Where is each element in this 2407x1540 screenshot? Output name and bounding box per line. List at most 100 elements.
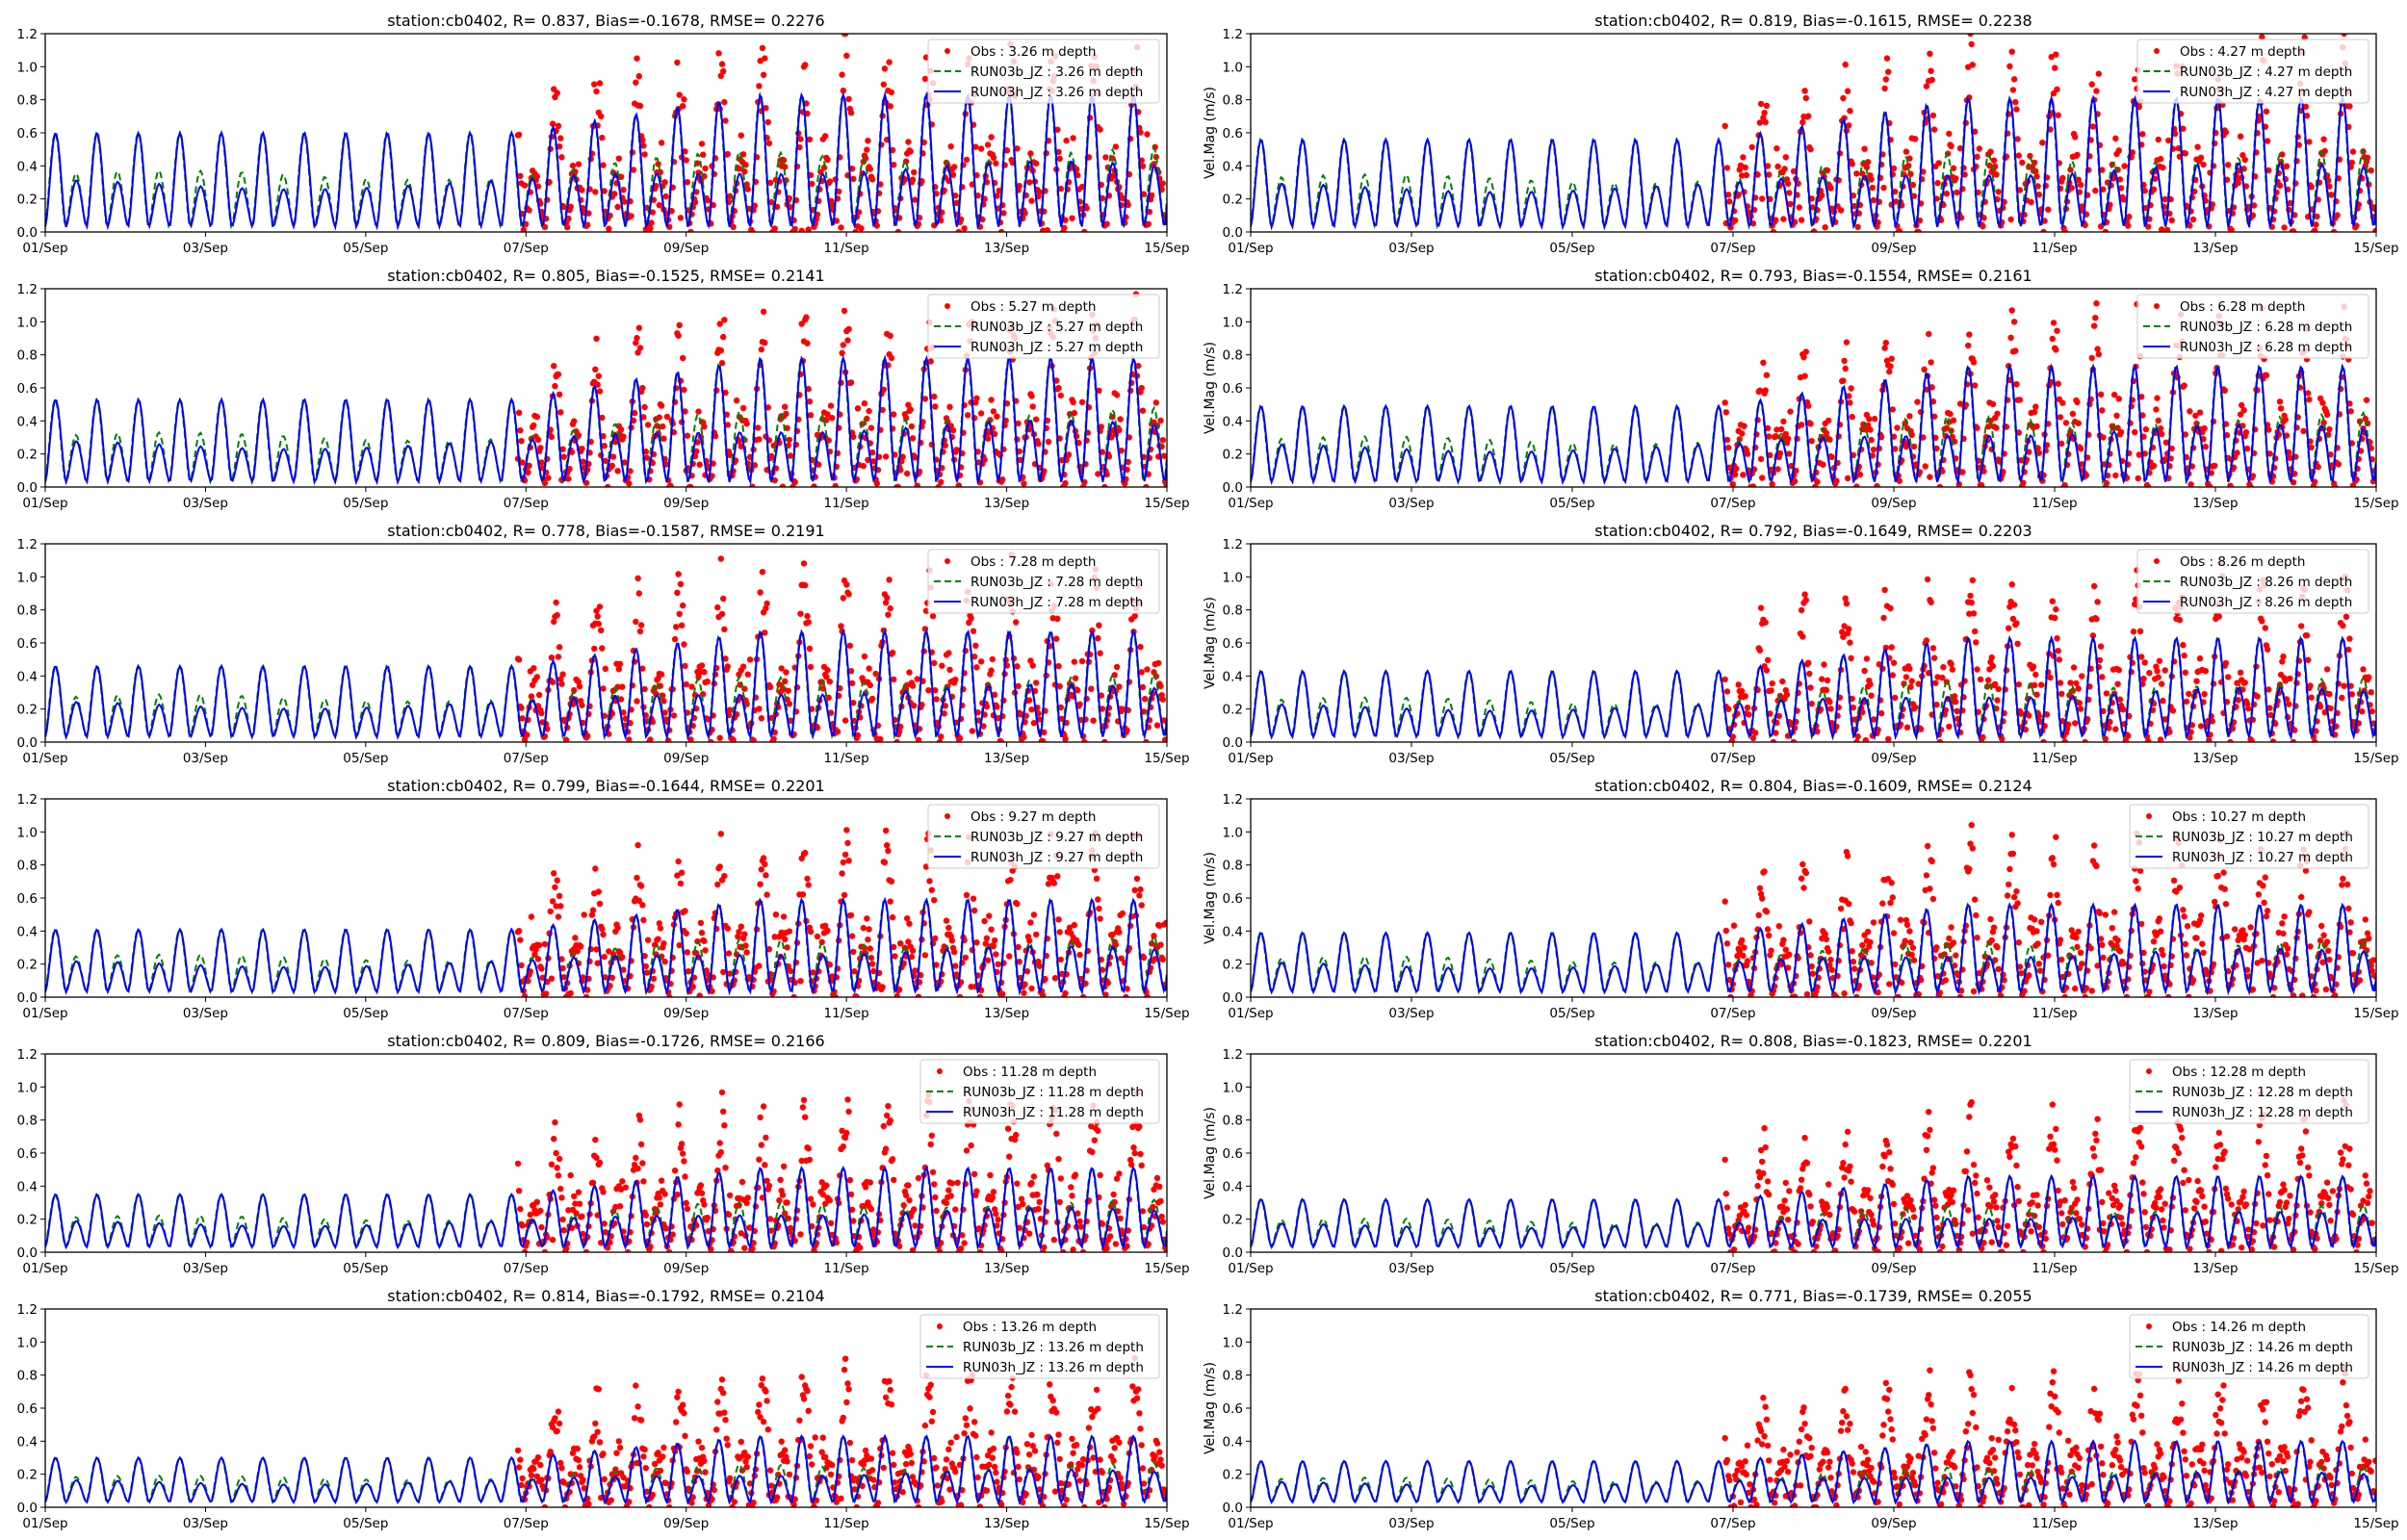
obs-point: [2303, 632, 2311, 639]
obs-point: [1163, 480, 1167, 487]
obs-point: [950, 164, 958, 170]
obs-point: [647, 225, 654, 232]
obs-point: [633, 340, 639, 346]
obs-point: [893, 992, 900, 997]
obs-point: [2150, 462, 2158, 470]
obs-point: [847, 379, 855, 386]
obs-point: [766, 683, 774, 690]
obs-point: [1826, 962, 1833, 969]
obs-point: [2126, 213, 2133, 220]
obs-point: [2125, 732, 2132, 739]
obs-point: [1893, 198, 1900, 205]
obs-point: [2026, 972, 2032, 979]
obs-point: [2368, 707, 2375, 715]
obs-point: [609, 453, 617, 460]
obs-point: [1827, 956, 1834, 963]
obs-point: [841, 34, 849, 38]
obs-point: [797, 136, 804, 142]
y-tick-label: 0.2: [1223, 192, 1243, 208]
obs-point: [648, 983, 655, 990]
obs-point: [1768, 947, 1774, 954]
obs-point: [515, 928, 523, 935]
obs-point: [554, 611, 560, 619]
obs-point: [1807, 421, 1814, 427]
obs-point: [2312, 738, 2318, 742]
obs-point: [1870, 919, 1877, 926]
obs-point: [894, 483, 902, 487]
obs-point: [560, 453, 567, 460]
obs-point: [2221, 886, 2228, 892]
obs-point: [2332, 483, 2339, 487]
obs-point: [844, 839, 851, 847]
obs-point: [1774, 466, 1781, 473]
obs-point: [2109, 925, 2115, 932]
obs-point: [1854, 733, 1861, 740]
y-tick-label: 0.6: [1223, 126, 1243, 141]
obs-point: [1914, 398, 1921, 405]
obs-point: [809, 180, 815, 188]
obs-point: [2281, 224, 2288, 231]
obs-point: [1144, 993, 1151, 997]
obs-point: [1966, 331, 1973, 338]
obs-point: [2312, 227, 2318, 232]
obs-point: [1022, 210, 1028, 217]
y-tick-label: 0.8: [1223, 348, 1243, 364]
obs-point: [640, 142, 647, 149]
obs-point: [571, 418, 578, 424]
obs-point: [760, 71, 767, 79]
obs-point: [1885, 68, 1892, 75]
obs-point: [2099, 674, 2106, 680]
obs-point: [592, 189, 599, 195]
obs-point: [1776, 449, 1784, 457]
obs-point: [2121, 163, 2128, 169]
obs-point: [757, 58, 764, 64]
obs-point: [552, 884, 558, 890]
obs-point: [840, 87, 846, 94]
obs-point: [2120, 960, 2127, 967]
obs-point: [2030, 663, 2037, 670]
obs-point: [637, 622, 645, 629]
obs-point: [724, 422, 731, 428]
obs-point: [2135, 475, 2141, 482]
obs-point: [1892, 694, 1899, 702]
obs-point: [2017, 710, 2025, 717]
obs-point: [921, 75, 929, 83]
obs-point: [600, 685, 607, 692]
legend-obs-marker: [945, 48, 950, 54]
obs-point: [538, 965, 545, 972]
obs-point: [850, 700, 857, 706]
obs-point: [1932, 680, 1939, 686]
obs-point: [787, 204, 794, 211]
y-tick-label: 0.0: [17, 735, 38, 751]
obs-point: [678, 869, 686, 876]
obs-point: [894, 228, 902, 232]
obs-point: [2342, 613, 2350, 620]
obs-point: [860, 462, 867, 470]
obs-point: [596, 900, 604, 908]
obs-point: [2052, 64, 2058, 71]
obs-point: [1908, 678, 1915, 684]
obs-point: [556, 391, 563, 398]
obs-point: [634, 349, 641, 356]
obs-point: [990, 942, 997, 950]
obs-point: [656, 202, 662, 209]
obs-point: [1968, 599, 1975, 606]
obs-point: [1909, 944, 1917, 951]
obs-point: [750, 737, 757, 742]
obs-point: [805, 226, 812, 232]
obs-point: [528, 913, 535, 920]
legend-entry: Obs : 8.26 m depth: [2180, 554, 2305, 570]
obs-point: [994, 704, 1000, 710]
legend-entry: Obs : 7.28 m depth: [971, 554, 1096, 570]
obs-point: [2050, 860, 2058, 868]
obs-point: [1848, 654, 1854, 661]
obs-point: [1095, 896, 1101, 903]
obs-point: [1808, 962, 1815, 970]
obs-point: [2169, 707, 2177, 714]
obs-point: [860, 924, 867, 932]
obs-point: [2153, 406, 2160, 413]
obs-point: [1055, 384, 1062, 392]
obs-point: [839, 71, 845, 78]
obs-point: [2159, 430, 2165, 438]
